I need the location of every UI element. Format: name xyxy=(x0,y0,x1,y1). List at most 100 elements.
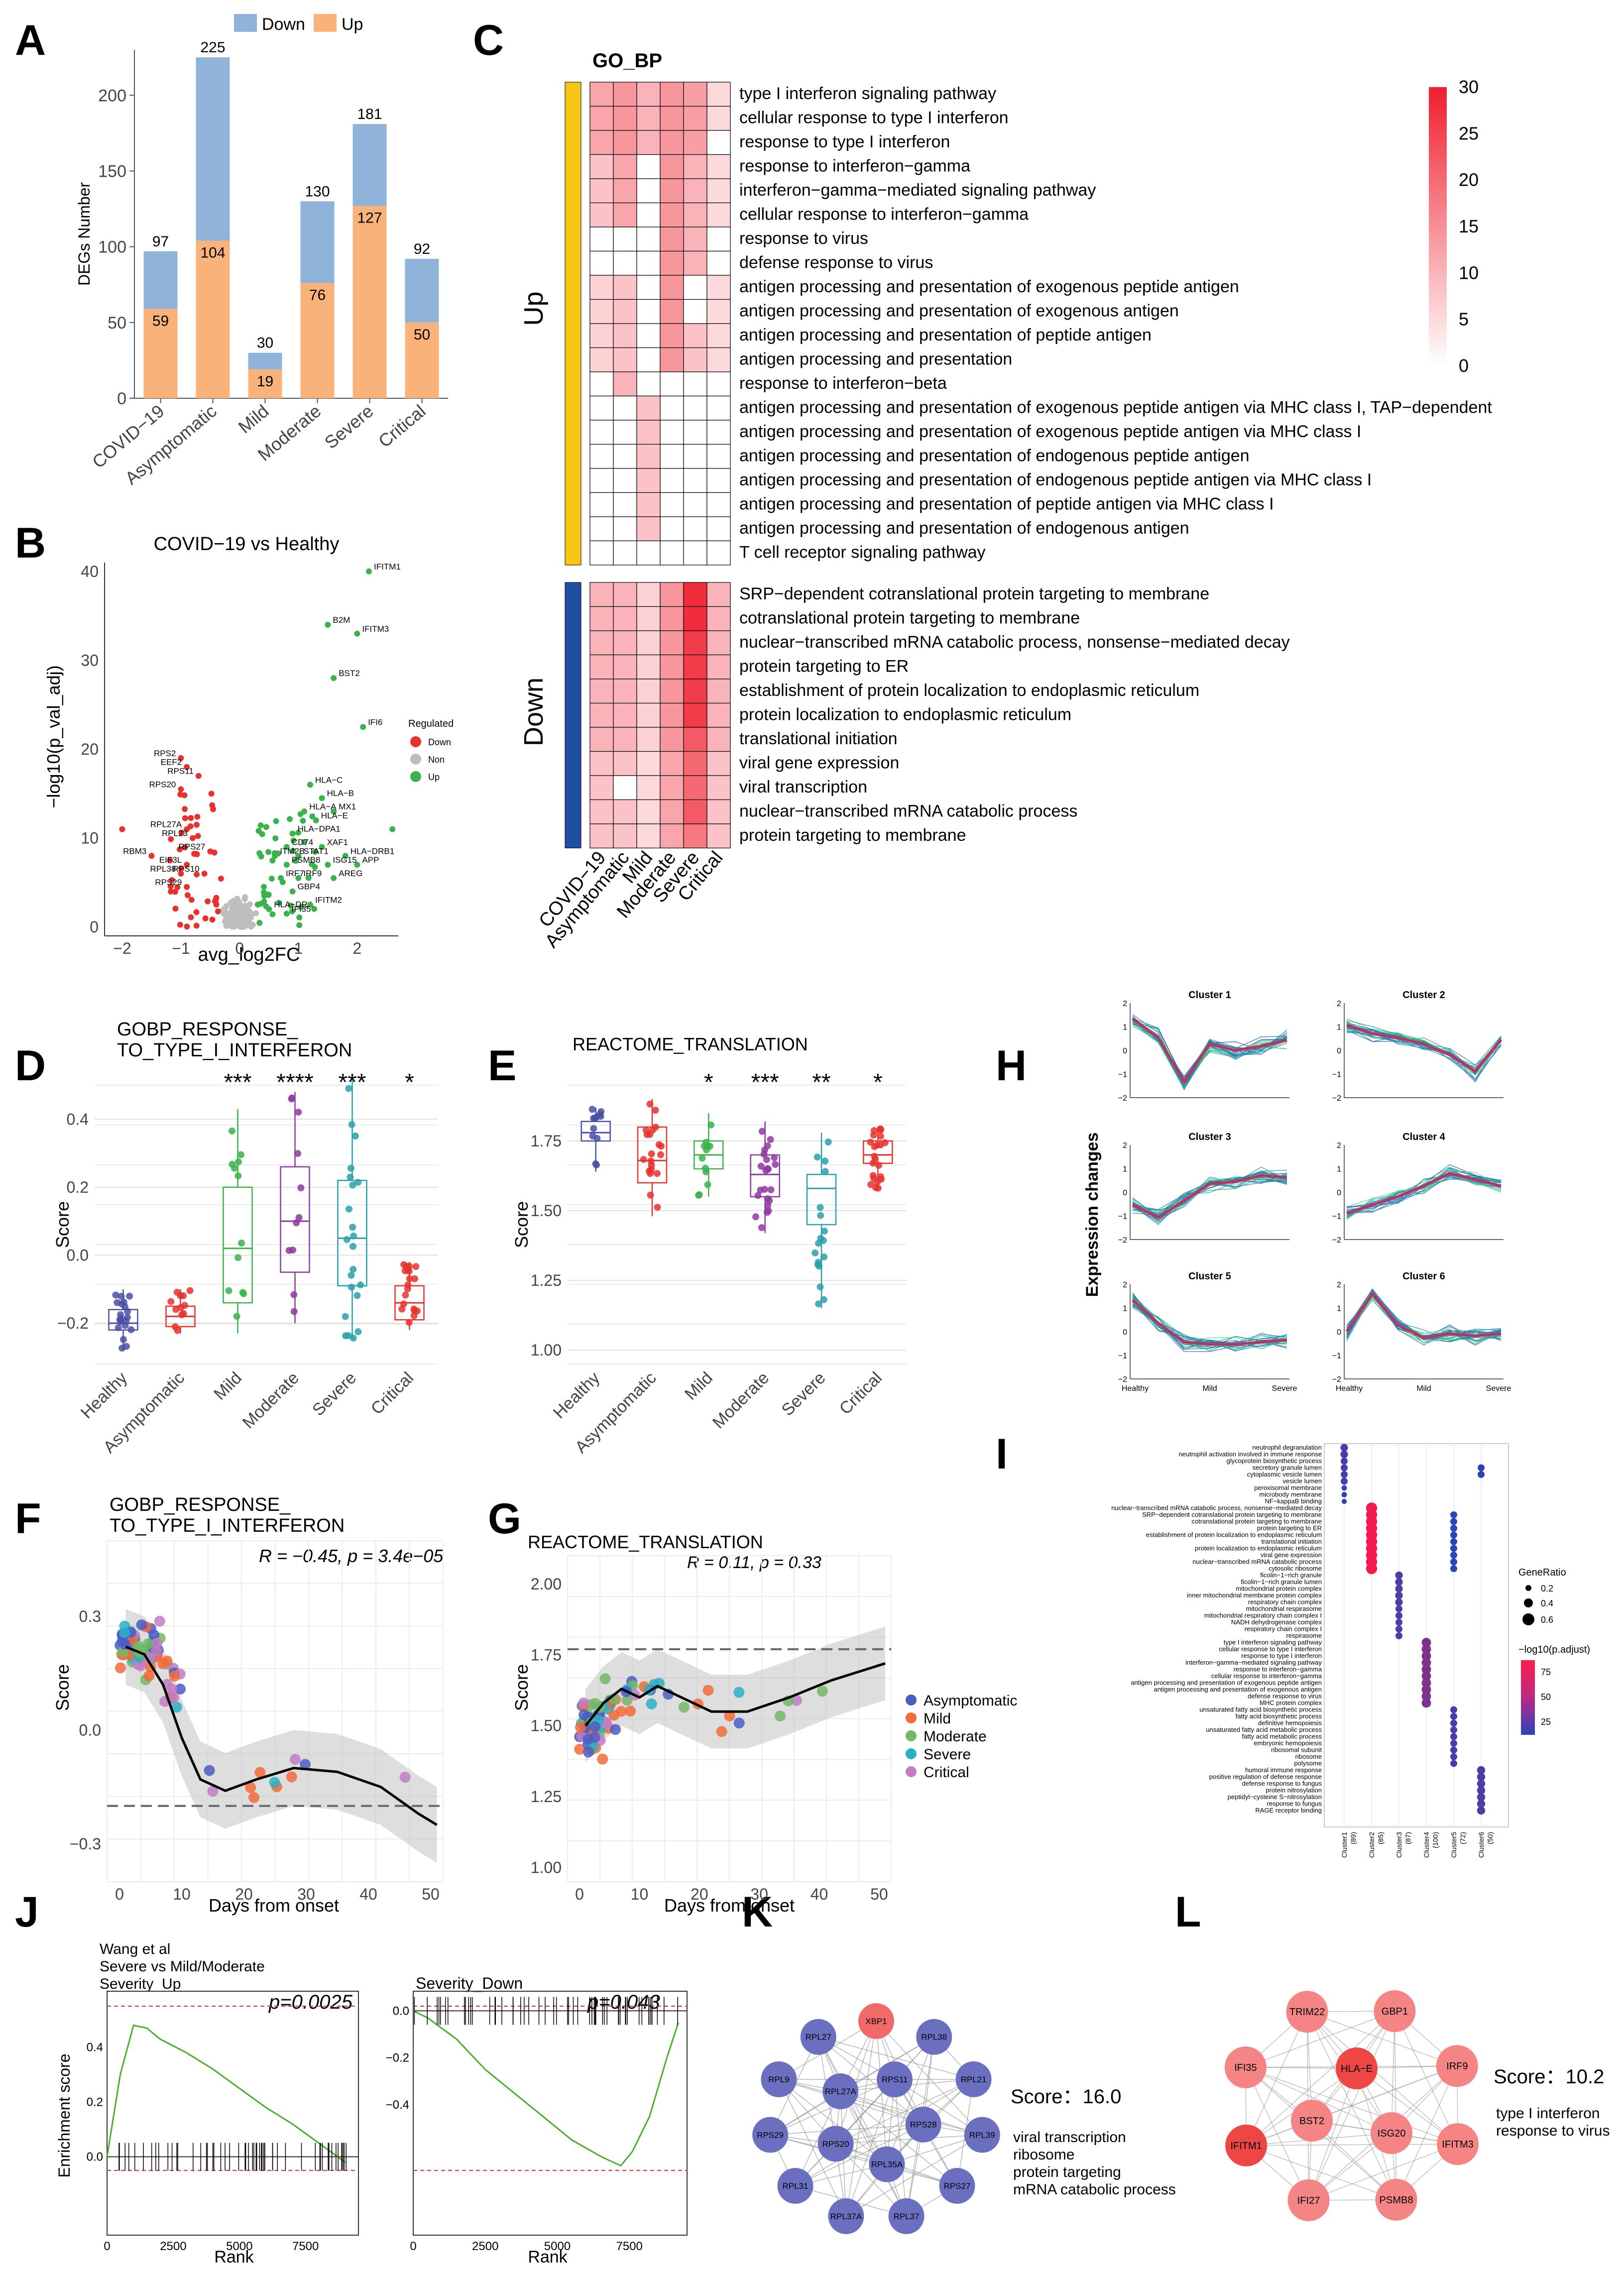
volcano-point-non xyxy=(239,918,245,924)
dot-mark xyxy=(1341,1458,1348,1465)
heatmap-cell xyxy=(683,250,707,276)
axis-a-tick-label: 50 xyxy=(108,314,126,333)
volcano-gene-label: RPL38 xyxy=(150,864,176,874)
heatmap-term-label: response to interferon−gamma xyxy=(739,157,970,176)
axis-b-ytick-label: 30 xyxy=(81,651,99,669)
box-jitter-point xyxy=(357,1281,364,1289)
volcano-point-labeled xyxy=(331,808,337,814)
heatmap-cell xyxy=(706,751,731,776)
cluster-ytick-label: 1 xyxy=(1123,1023,1127,1032)
heatmap-cell xyxy=(706,130,731,155)
volcano-gene-label: RBM3 xyxy=(123,846,146,856)
volcano-point-down xyxy=(182,815,188,821)
box-jitter-point xyxy=(815,1262,823,1270)
heatmap-cell xyxy=(613,444,637,469)
axis-j-xlabel-left: Rank xyxy=(214,2248,254,2267)
axis-xtick-label: 10 xyxy=(631,1885,649,1903)
network-node-label: RPL37A xyxy=(830,2212,862,2221)
volcano-point-down xyxy=(177,921,183,928)
box-jitter-point xyxy=(654,1204,661,1211)
heatmap-cell xyxy=(589,799,614,824)
scatter-point xyxy=(646,1698,657,1709)
cluster-ytick-label: 0 xyxy=(1123,1189,1127,1197)
dot-term-label: viral gene expression xyxy=(1261,1551,1322,1559)
heatmap-cell xyxy=(660,582,684,607)
volcano-point-up xyxy=(256,919,263,926)
bar-a-up xyxy=(352,206,387,398)
heatmap-cell xyxy=(613,395,637,421)
box-jitter-point xyxy=(350,1232,357,1240)
cluster-gene-line xyxy=(1132,1175,1287,1213)
volcano-point-non xyxy=(230,920,236,926)
gsea-ytick-label: 0.4 xyxy=(87,2041,103,2054)
heatmap-term-label: antigen processing and presentation of e… xyxy=(739,398,1492,417)
volcano-point-up xyxy=(296,914,303,920)
scatter-point xyxy=(716,1726,727,1737)
panel-j: Wang et al Severe vs Mild/Moderate Sever… xyxy=(55,1941,688,2267)
heatmap-cell xyxy=(636,323,661,348)
panel-letter-i: I xyxy=(996,1430,1008,1478)
volcano-point-down xyxy=(181,792,188,798)
heatmap-cell xyxy=(613,347,637,372)
box xyxy=(806,1173,837,1226)
volcano-point-up xyxy=(257,901,264,907)
volcano-point-down xyxy=(167,883,174,890)
chart-g-annotation: R = 0.11, p = 0.33 xyxy=(687,1553,821,1572)
heatmap-cell xyxy=(660,540,684,566)
volcano-point-up xyxy=(305,875,312,881)
panel-k-score: Score：16.0 xyxy=(1011,2086,1121,2108)
heatmap-term-label: antigen processing and presentation xyxy=(739,350,1012,369)
dot-mark xyxy=(1421,1692,1431,1701)
volcano-gene-label: ITM2B xyxy=(280,846,305,856)
axis-j-ylabel: Enrichment score xyxy=(55,2054,73,2178)
dot-term-label: neutrophil degranulation xyxy=(1253,1444,1322,1451)
cluster-ytick-label: −1 xyxy=(1118,1071,1127,1079)
box-jitter-point xyxy=(237,1240,245,1247)
heatmap-cell xyxy=(589,727,614,752)
dot-term-label: fatty acid biosynthetic process xyxy=(1236,1712,1322,1720)
chart-j-subtitle-2: Severe vs Mild/Moderate xyxy=(100,1958,265,1975)
network-node xyxy=(1336,2047,1378,2089)
dot-term-label: response to fungus xyxy=(1267,1800,1322,1808)
network-edge xyxy=(835,2134,982,2145)
box-jitter-point xyxy=(869,1159,877,1167)
legend-g-dot xyxy=(906,1748,917,1759)
box-jitter-point xyxy=(816,1204,824,1211)
box-jitter-point xyxy=(295,1109,302,1116)
scatter-point xyxy=(269,1777,280,1788)
bar-a-up-label: 50 xyxy=(414,327,430,343)
volcano-point-up xyxy=(272,835,279,841)
scatter-point xyxy=(816,1686,828,1697)
network-edge xyxy=(1308,2144,1458,2201)
box-jitter-point xyxy=(820,1296,827,1303)
network-edge xyxy=(1246,2144,1458,2146)
cluster-ytick-label: 0 xyxy=(1123,1047,1127,1055)
heatmap-cell xyxy=(683,492,707,517)
panel-letter-h: H xyxy=(996,1042,1027,1090)
volcano-point-labeled xyxy=(319,844,325,850)
axis-e-ylabel: Score xyxy=(511,1201,532,1248)
heatmap-cell xyxy=(636,154,661,179)
box-jitter-point xyxy=(225,1287,232,1294)
dot-mark xyxy=(1421,1698,1431,1708)
box-jitter-point xyxy=(874,1178,881,1186)
bar-a-total-label: 92 xyxy=(414,241,430,257)
heatmap-cell xyxy=(589,444,614,469)
heatmap-cell xyxy=(660,606,684,631)
bar-a-down xyxy=(405,259,439,323)
heatmap-cell xyxy=(636,130,661,155)
heatmap-cell xyxy=(683,82,707,107)
dot-mark xyxy=(1477,1766,1486,1775)
cluster-gene-line xyxy=(1346,1177,1502,1220)
box-jitter-point xyxy=(758,1224,765,1232)
box-jitter-point xyxy=(765,1207,772,1215)
panel-f: GOBP_RESPONSE_ TO_TYPE_I_INTERFERON R = … xyxy=(52,1494,444,1916)
heatmap-cell xyxy=(706,395,731,421)
heatmap-cell xyxy=(706,371,731,397)
volcano-point-labeled xyxy=(354,862,360,868)
heatmap-cell xyxy=(660,751,684,776)
cluster-ytick-label: −1 xyxy=(1332,1352,1341,1361)
heatmap-cell xyxy=(683,751,707,776)
volcano-gene-label: RPS29 xyxy=(155,878,182,887)
heatmap-colorbar-tick: 20 xyxy=(1459,170,1479,190)
